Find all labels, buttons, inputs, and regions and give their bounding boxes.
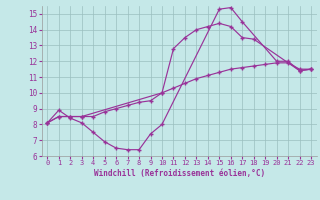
X-axis label: Windchill (Refroidissement éolien,°C): Windchill (Refroidissement éolien,°C) (94, 169, 265, 178)
